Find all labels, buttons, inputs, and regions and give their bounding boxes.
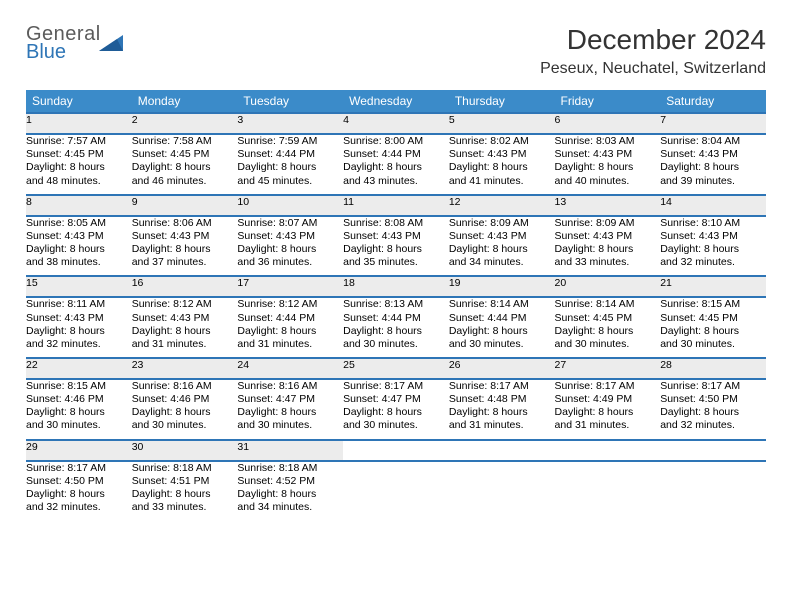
day-info-cell bbox=[449, 461, 555, 521]
day-info-row: Sunrise: 8:11 AMSunset: 4:43 PMDaylight:… bbox=[26, 297, 766, 358]
day-number-row: 293031 bbox=[26, 440, 766, 461]
day-number-cell: 5 bbox=[449, 113, 555, 134]
day-info-cell: Sunrise: 8:14 AMSunset: 4:44 PMDaylight:… bbox=[449, 297, 555, 358]
calendar-page: General Blue December 2024 Peseux, Neuch… bbox=[0, 0, 792, 520]
day-info-cell: Sunrise: 8:17 AMSunset: 4:50 PMDaylight:… bbox=[26, 461, 132, 521]
day-number-cell: 20 bbox=[555, 276, 661, 297]
page-title: December 2024 bbox=[540, 24, 766, 56]
day-info-cell: Sunrise: 8:07 AMSunset: 4:43 PMDaylight:… bbox=[237, 216, 343, 277]
day-info-cell: Sunrise: 8:18 AMSunset: 4:52 PMDaylight:… bbox=[237, 461, 343, 521]
calendar-table: Sunday Monday Tuesday Wednesday Thursday… bbox=[26, 90, 766, 520]
day-info-cell: Sunrise: 8:12 AMSunset: 4:44 PMDaylight:… bbox=[237, 297, 343, 358]
day-info-cell: Sunrise: 8:17 AMSunset: 4:47 PMDaylight:… bbox=[343, 379, 449, 440]
day-number-cell: 12 bbox=[449, 195, 555, 216]
day-info-cell bbox=[555, 461, 661, 521]
day-number-row: 891011121314 bbox=[26, 195, 766, 216]
col-tue: Tuesday bbox=[237, 90, 343, 113]
day-info-cell: Sunrise: 8:00 AMSunset: 4:44 PMDaylight:… bbox=[343, 134, 449, 195]
day-number-cell: 26 bbox=[449, 358, 555, 379]
day-info-cell bbox=[343, 461, 449, 521]
col-sat: Saturday bbox=[660, 90, 766, 113]
day-info-cell: Sunrise: 8:13 AMSunset: 4:44 PMDaylight:… bbox=[343, 297, 449, 358]
day-number-cell: 4 bbox=[343, 113, 449, 134]
day-info-cell: Sunrise: 8:17 AMSunset: 4:49 PMDaylight:… bbox=[555, 379, 661, 440]
day-number-cell: 10 bbox=[237, 195, 343, 216]
col-sun: Sunday bbox=[26, 90, 132, 113]
day-info-cell: Sunrise: 7:58 AMSunset: 4:45 PMDaylight:… bbox=[132, 134, 238, 195]
day-info-row: Sunrise: 8:15 AMSunset: 4:46 PMDaylight:… bbox=[26, 379, 766, 440]
header: General Blue December 2024 Peseux, Neuch… bbox=[26, 24, 766, 88]
day-number-cell: 17 bbox=[237, 276, 343, 297]
day-info-cell: Sunrise: 8:08 AMSunset: 4:43 PMDaylight:… bbox=[343, 216, 449, 277]
day-number-cell bbox=[660, 440, 766, 461]
day-number-cell: 19 bbox=[449, 276, 555, 297]
day-info-cell: Sunrise: 8:06 AMSunset: 4:43 PMDaylight:… bbox=[132, 216, 238, 277]
day-number-cell: 21 bbox=[660, 276, 766, 297]
col-fri: Friday bbox=[555, 90, 661, 113]
day-number-cell: 30 bbox=[132, 440, 238, 461]
day-info-cell: Sunrise: 8:17 AMSunset: 4:48 PMDaylight:… bbox=[449, 379, 555, 440]
day-info-cell: Sunrise: 8:16 AMSunset: 4:47 PMDaylight:… bbox=[237, 379, 343, 440]
col-mon: Monday bbox=[132, 90, 238, 113]
day-info-cell: Sunrise: 8:09 AMSunset: 4:43 PMDaylight:… bbox=[555, 216, 661, 277]
brand-triangle-icon bbox=[99, 35, 127, 58]
day-info-cell: Sunrise: 8:12 AMSunset: 4:43 PMDaylight:… bbox=[132, 297, 238, 358]
day-info-cell bbox=[660, 461, 766, 521]
brand-logo: General Blue bbox=[26, 24, 127, 62]
day-number-cell: 9 bbox=[132, 195, 238, 216]
day-info-cell: Sunrise: 8:04 AMSunset: 4:43 PMDaylight:… bbox=[660, 134, 766, 195]
day-header-row: Sunday Monday Tuesday Wednesday Thursday… bbox=[26, 90, 766, 113]
day-number-cell: 22 bbox=[26, 358, 132, 379]
day-number-cell: 15 bbox=[26, 276, 132, 297]
day-info-row: Sunrise: 8:17 AMSunset: 4:50 PMDaylight:… bbox=[26, 461, 766, 521]
day-number-cell: 23 bbox=[132, 358, 238, 379]
day-number-cell: 8 bbox=[26, 195, 132, 216]
day-number-cell: 6 bbox=[555, 113, 661, 134]
day-number-cell: 1 bbox=[26, 113, 132, 134]
day-number-cell: 31 bbox=[237, 440, 343, 461]
day-info-cell: Sunrise: 8:15 AMSunset: 4:46 PMDaylight:… bbox=[26, 379, 132, 440]
day-number-cell: 24 bbox=[237, 358, 343, 379]
day-number-cell: 25 bbox=[343, 358, 449, 379]
day-number-cell: 13 bbox=[555, 195, 661, 216]
day-info-cell: Sunrise: 8:10 AMSunset: 4:43 PMDaylight:… bbox=[660, 216, 766, 277]
day-info-cell: Sunrise: 8:02 AMSunset: 4:43 PMDaylight:… bbox=[449, 134, 555, 195]
day-number-row: 22232425262728 bbox=[26, 358, 766, 379]
day-number-cell: 29 bbox=[26, 440, 132, 461]
day-info-cell: Sunrise: 8:11 AMSunset: 4:43 PMDaylight:… bbox=[26, 297, 132, 358]
day-info-cell: Sunrise: 7:57 AMSunset: 4:45 PMDaylight:… bbox=[26, 134, 132, 195]
day-info-cell: Sunrise: 8:05 AMSunset: 4:43 PMDaylight:… bbox=[26, 216, 132, 277]
day-number-cell: 27 bbox=[555, 358, 661, 379]
col-thu: Thursday bbox=[449, 90, 555, 113]
day-info-cell: Sunrise: 8:18 AMSunset: 4:51 PMDaylight:… bbox=[132, 461, 238, 521]
day-number-cell: 7 bbox=[660, 113, 766, 134]
day-number-cell: 3 bbox=[237, 113, 343, 134]
location-label: Peseux, Neuchatel, Switzerland bbox=[540, 60, 766, 78]
day-info-row: Sunrise: 8:05 AMSunset: 4:43 PMDaylight:… bbox=[26, 216, 766, 277]
day-info-cell: Sunrise: 8:15 AMSunset: 4:45 PMDaylight:… bbox=[660, 297, 766, 358]
day-info-row: Sunrise: 7:57 AMSunset: 4:45 PMDaylight:… bbox=[26, 134, 766, 195]
day-number-cell: 28 bbox=[660, 358, 766, 379]
brand-line2: Blue bbox=[26, 42, 66, 62]
day-number-cell bbox=[555, 440, 661, 461]
day-info-cell: Sunrise: 8:16 AMSunset: 4:46 PMDaylight:… bbox=[132, 379, 238, 440]
col-wed: Wednesday bbox=[343, 90, 449, 113]
day-info-cell: Sunrise: 8:03 AMSunset: 4:43 PMDaylight:… bbox=[555, 134, 661, 195]
day-info-cell: Sunrise: 8:09 AMSunset: 4:43 PMDaylight:… bbox=[449, 216, 555, 277]
day-number-cell: 18 bbox=[343, 276, 449, 297]
day-info-cell: Sunrise: 7:59 AMSunset: 4:44 PMDaylight:… bbox=[237, 134, 343, 195]
day-info-cell: Sunrise: 8:14 AMSunset: 4:45 PMDaylight:… bbox=[555, 297, 661, 358]
day-number-row: 1234567 bbox=[26, 113, 766, 134]
day-number-cell: 14 bbox=[660, 195, 766, 216]
day-number-cell: 11 bbox=[343, 195, 449, 216]
day-number-row: 15161718192021 bbox=[26, 276, 766, 297]
day-number-cell: 2 bbox=[132, 113, 238, 134]
day-number-cell bbox=[343, 440, 449, 461]
day-info-cell: Sunrise: 8:17 AMSunset: 4:50 PMDaylight:… bbox=[660, 379, 766, 440]
day-number-cell: 16 bbox=[132, 276, 238, 297]
day-number-cell bbox=[449, 440, 555, 461]
